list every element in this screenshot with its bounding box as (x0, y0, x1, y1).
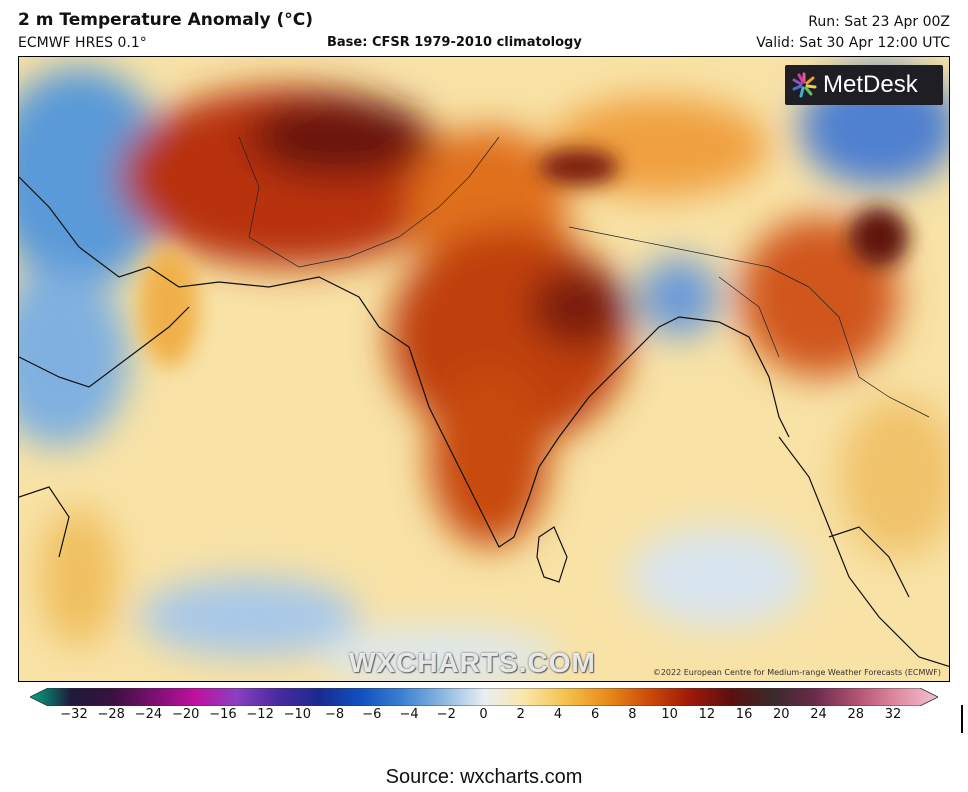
valid-time-label: Valid: Sat 30 Apr 12:00 UTC (756, 35, 950, 51)
colorbar-tick-label: 12 (698, 707, 716, 722)
colorbar-tick-label: 20 (773, 707, 790, 722)
colorbar-tick-label: 4 (553, 707, 563, 722)
colorbar-tick-label: 10 (661, 707, 678, 722)
colorbar-tick-label: −32 (60, 707, 88, 722)
colorbar-tick-label: −12 (246, 707, 274, 722)
base-climatology-label: Base: CFSR 1979-2010 climatology (327, 35, 582, 50)
colorbar-tick-label: −8 (324, 707, 345, 722)
colorbar-tick-label: −6 (362, 707, 382, 722)
anomaly-field (19, 57, 949, 681)
colorbar-tick-label: 6 (591, 707, 600, 722)
colorbar-tick-label: −10 (283, 707, 312, 722)
colorbar-tick-label: 24 (810, 707, 827, 722)
model-label: ECMWF HRES 0.1° (18, 35, 147, 51)
colorbar-tick-label: −24 (134, 707, 163, 722)
colorbar-tick-label: −2 (436, 707, 456, 722)
metdesk-logo: MetDesk (785, 65, 943, 105)
colorbar-tick-label: −20 (171, 707, 200, 722)
logo-text: MetDesk (823, 71, 918, 98)
map-title: 2 m Temperature Anomaly (°C) (18, 10, 314, 30)
watermark: WXCHARTS.COM (349, 647, 596, 678)
metdesk-burst-icon (792, 72, 817, 98)
colorbar-tick-label: 32 (884, 707, 902, 722)
colorbar (30, 688, 938, 706)
colorbar-ticks: −32 −28 −24 −20 −16 −12 −10 −8 −6 −4 −2 0 2 4 6 8 10 12 16… (0, 707, 968, 727)
copyright-notice: ©2022 European Centre for Medium-range W… (652, 668, 941, 677)
source-caption: Source: wxcharts.com (385, 766, 583, 788)
colorbar-tick-label: 0 (479, 707, 488, 722)
colorbar-tick-label: −4 (399, 707, 419, 722)
run-time-label: Run: Sat 23 Apr 00Z (808, 14, 950, 30)
colorbar-tick-label: 2 (516, 707, 525, 722)
colorbar-tick-label: 16 (735, 707, 753, 722)
edge-bar (961, 705, 963, 733)
colorbar-gradient (30, 688, 938, 706)
colorbar-tick-label: −16 (209, 707, 237, 722)
anomaly-map: MetDesk WXCHARTS.COM ©2022 European Cent… (18, 56, 950, 682)
colorbar-tick-label: 28 (847, 707, 865, 722)
colorbar-tick-label: 8 (628, 707, 637, 722)
colorbar-tick-label: −28 (97, 707, 125, 722)
